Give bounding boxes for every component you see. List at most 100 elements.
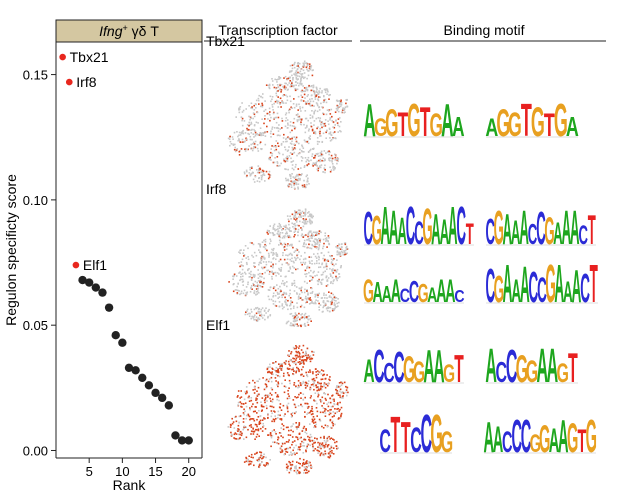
cell-dot [294, 320, 297, 322]
cell-dot [289, 258, 291, 261]
cell-dot [249, 168, 251, 171]
logo-letter: T [401, 412, 411, 461]
cell-dot [283, 361, 286, 364]
cell-dot [278, 363, 280, 365]
cell-dot [266, 229, 269, 232]
cell-dot [267, 462, 269, 465]
cell-dot [287, 178, 289, 181]
cell-dot [303, 223, 306, 225]
cell-dot [261, 317, 264, 319]
cell-dot [242, 132, 245, 135]
cell-dot [287, 236, 290, 239]
cell-dot [325, 399, 327, 401]
cell-dot [248, 115, 250, 118]
cell-dot [255, 288, 258, 290]
cell-dot [251, 430, 253, 432]
cell-dot [250, 285, 253, 287]
cell-dot [259, 167, 261, 170]
logo-letter: C [529, 263, 539, 312]
cell-dot [254, 406, 257, 408]
cell-dot [279, 102, 281, 104]
cell-dot [277, 165, 280, 167]
cell-dot [265, 84, 268, 86]
cell-dot [284, 113, 287, 116]
cell-dot [270, 400, 272, 402]
cell-dot [234, 150, 237, 153]
cell-dot [321, 445, 324, 447]
cell-dot [301, 291, 303, 294]
cell-dot [320, 283, 323, 285]
cell-dot [308, 63, 311, 65]
cell-dot [275, 146, 277, 148]
cell-dot [332, 424, 334, 427]
cell-dot [268, 174, 271, 176]
cell-dot [297, 361, 300, 364]
cell-dot [312, 148, 315, 150]
cell-dot [249, 460, 251, 463]
cell-dot [250, 273, 252, 276]
cell-dot [308, 85, 310, 88]
cell-dot [262, 174, 264, 176]
logo-letter: A [562, 200, 572, 255]
cell-dot [270, 100, 272, 103]
cell-dot [318, 418, 321, 421]
cell-dot [329, 159, 331, 162]
cell-dot [264, 240, 267, 243]
cell-dot [290, 467, 292, 469]
cell-dot [256, 320, 258, 322]
cell-dot [322, 370, 325, 372]
cell-dot [304, 325, 307, 327]
cell-dot [334, 423, 336, 426]
cell-dot [278, 296, 281, 298]
cell-dot [310, 384, 313, 386]
cell-dot [287, 299, 289, 302]
cell-dot [322, 112, 324, 115]
cell-dot [272, 234, 275, 237]
cell-dot [256, 285, 259, 287]
cell-dot [261, 455, 264, 457]
cell-dot [340, 99, 342, 102]
cell-dot [340, 381, 342, 384]
data-point [124, 363, 134, 372]
data-point [131, 366, 140, 375]
cell-dot [255, 103, 257, 106]
cell-dot [290, 186, 293, 188]
cell-dot [297, 268, 299, 270]
cell-dot [286, 155, 288, 158]
cell-dot [264, 271, 266, 274]
cell-dot [281, 303, 284, 305]
cell-dot [280, 144, 283, 146]
cell-dot [275, 366, 278, 369]
cell-dot [277, 233, 280, 236]
cell-dot [294, 315, 297, 317]
cell-dot [308, 298, 310, 300]
logo-letter: G [413, 356, 425, 390]
cell-dot [259, 243, 261, 245]
cell-dot [261, 461, 263, 463]
cell-dot [318, 382, 320, 385]
cell-dot [317, 167, 320, 170]
cell-dot [234, 432, 237, 434]
cell-dot [342, 108, 344, 110]
cell-dot [317, 155, 320, 157]
cell-dot [239, 134, 242, 136]
cell-dot [318, 444, 321, 446]
cell-dot [250, 317, 252, 320]
cell-dot [309, 149, 311, 152]
cell-dot [306, 77, 308, 80]
cell-dot [334, 297, 337, 299]
cell-dot [303, 469, 306, 472]
logo-letter: C [536, 203, 546, 255]
cell-dot [328, 291, 330, 293]
cell-dot [329, 113, 332, 115]
cell-dot [265, 312, 267, 314]
cell-dot [233, 437, 235, 439]
cell-dot [323, 383, 325, 386]
cell-dot [324, 237, 327, 240]
cell-dot [234, 143, 236, 146]
cell-dot [242, 109, 245, 112]
cell-dot [239, 397, 241, 399]
cell-dot [310, 357, 312, 360]
cell-dot [331, 268, 333, 271]
cell-dot [258, 459, 261, 462]
